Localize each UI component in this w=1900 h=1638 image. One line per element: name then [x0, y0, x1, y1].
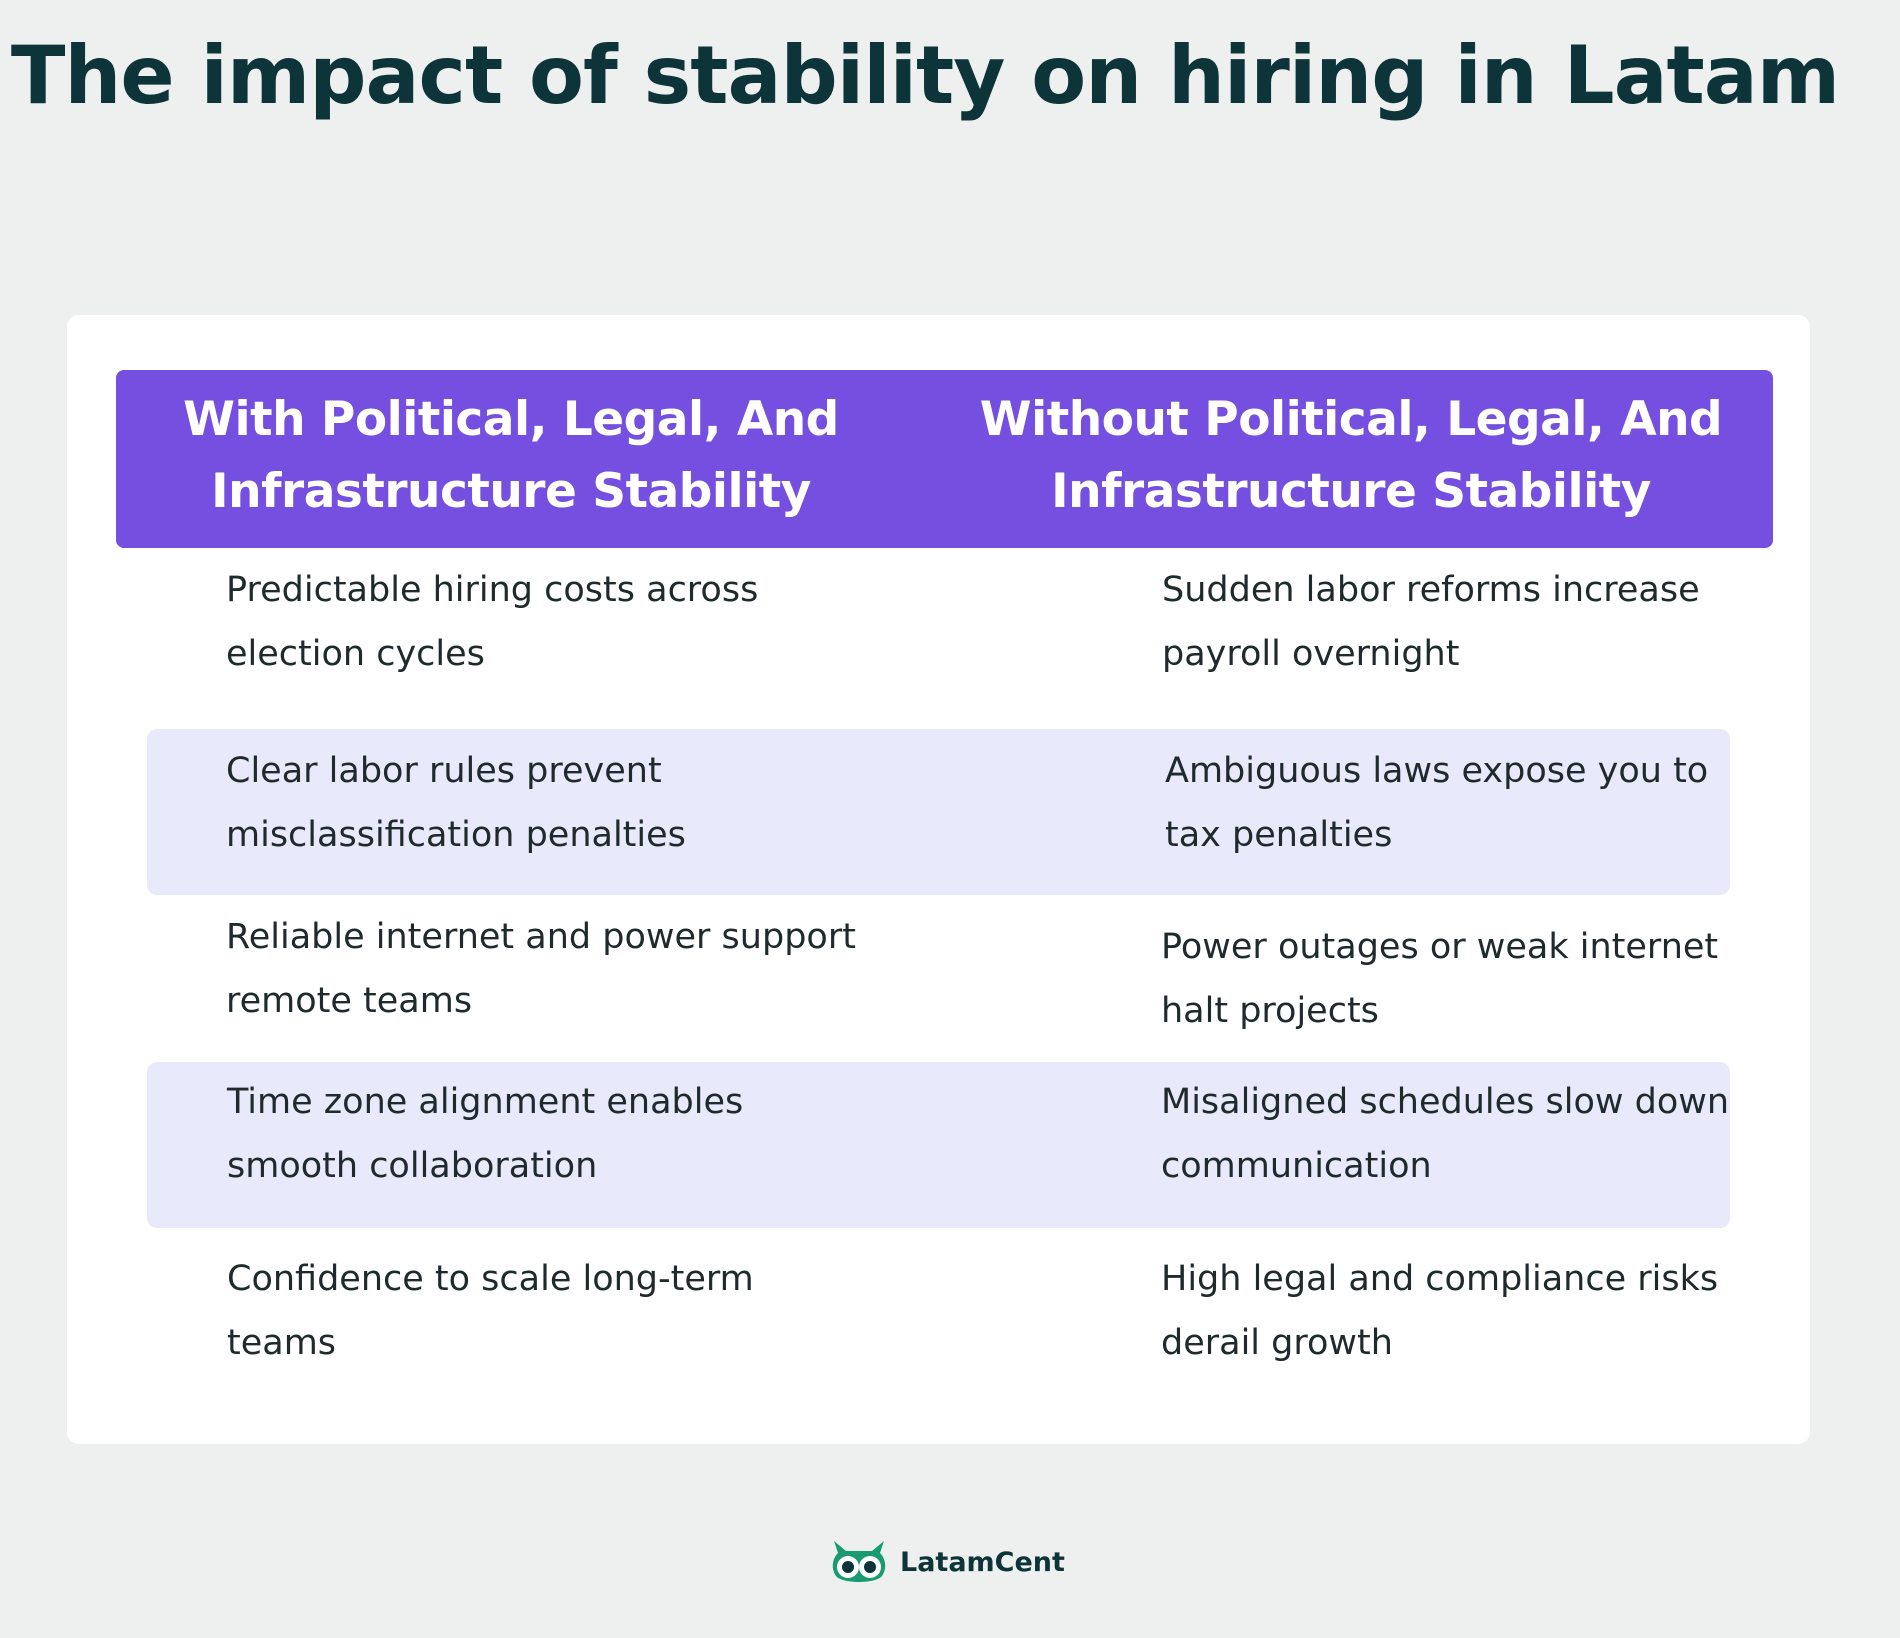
cell-with: Predictable hiring costs across election…: [226, 570, 759, 674]
cell-without: Power outages or weak internet halt proj…: [1161, 927, 1719, 1031]
cell-with: Time zone alignment enables smooth colla…: [227, 1082, 744, 1186]
cell-without: Ambiguous laws expose you to tax penalti…: [1165, 751, 1709, 855]
comparison-table: With Political, Legal, And Infrastructur…: [67, 315, 1810, 1444]
cell-with: Clear labor rules prevent misclassificat…: [226, 751, 686, 855]
cell-with: Reliable internet and power support remo…: [226, 917, 856, 1021]
brand-name: LatamCent: [900, 1546, 1065, 1578]
table-row: Reliable internet and power support remo…: [147, 895, 1730, 1061]
cell-without: High legal and compliance risks derail g…: [1161, 1259, 1719, 1363]
brand-logo: LatamCent: [830, 1539, 1065, 1585]
page-title: The impact of stability on hiring in Lat…: [10, 29, 1840, 122]
header-with-stability: With Political, Legal, And Infrastructur…: [183, 392, 839, 519]
table-row: Clear labor rules prevent misclassificat…: [147, 729, 1730, 895]
owl-icon: [832, 1541, 886, 1582]
table-header: With Political, Legal, And Infrastructur…: [116, 370, 1773, 548]
table-row: Predictable hiring costs across election…: [147, 558, 1730, 724]
cell-with: Confidence to scale long-term teams: [227, 1259, 754, 1363]
header-without-stability: Without Political, Legal, And Infrastruc…: [979, 392, 1723, 519]
cell-without: Misaligned schedules slow down communica…: [1161, 1082, 1730, 1186]
table-row: Confidence to scale long-term teams High…: [147, 1235, 1730, 1401]
cell-without: Sudden labor reforms increase payroll ov…: [1162, 570, 1700, 674]
table-row: Time zone alignment enables smooth colla…: [147, 1062, 1730, 1228]
